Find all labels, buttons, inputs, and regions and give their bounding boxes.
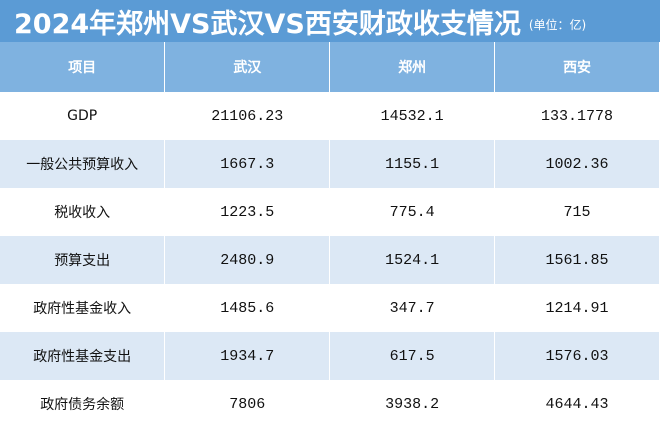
cell-value: 7806 bbox=[164, 380, 331, 428]
row-label: 税收收入 bbox=[0, 188, 166, 236]
title-bar: 2024年郑州VS武汉VS西安财政收支情况 (单位：亿) bbox=[0, 0, 660, 42]
cell-value: 3938.2 bbox=[329, 380, 496, 428]
cell-value: 1667.3 bbox=[164, 140, 331, 188]
table-row: 税收收入 1223.5 775.4 715 bbox=[0, 188, 660, 236]
column-header: 西安 bbox=[494, 42, 660, 92]
row-label: 政府性基金收入 bbox=[0, 284, 166, 332]
cell-value: 1576.03 bbox=[494, 332, 660, 380]
cell-value: 1155.1 bbox=[329, 140, 496, 188]
cell-value: 347.7 bbox=[329, 284, 496, 332]
title: 2024年郑州VS武汉VS西安财政收支情况 bbox=[14, 8, 521, 40]
cell-value: 1485.6 bbox=[164, 284, 331, 332]
cell-value: 14532.1 bbox=[329, 92, 496, 140]
table-body: GDP 21106.23 14532.1 133.1778 一般公共预算收入 1667.3… bbox=[0, 92, 660, 428]
cell-value: 21106.23 bbox=[164, 92, 331, 140]
cell-value: 1223.5 bbox=[164, 188, 331, 236]
cell-value: 1561.85 bbox=[494, 236, 660, 284]
cell-value: 2480.9 bbox=[164, 236, 331, 284]
table-row: 一般公共预算收入 1667.3 1155.1 1002.36 bbox=[0, 140, 660, 188]
table-row: GDP 21106.23 14532.1 133.1778 bbox=[0, 92, 660, 140]
cell-value: 617.5 bbox=[329, 332, 496, 380]
table-row: 预算支出 2480.9 1524.1 1561.85 bbox=[0, 236, 660, 284]
cell-value: 1934.7 bbox=[164, 332, 331, 380]
cell-value: 1524.1 bbox=[329, 236, 496, 284]
column-header: 项目 bbox=[0, 42, 166, 92]
row-label: 政府性基金支出 bbox=[0, 332, 166, 380]
cell-value: 4644.43 bbox=[494, 380, 660, 428]
cell-value: 775.4 bbox=[329, 188, 496, 236]
table-row: 政府性基金支出 1934.7 617.5 1576.03 bbox=[0, 332, 660, 380]
table-row: 政府债务余额 7806 3938.2 4644.43 bbox=[0, 380, 660, 428]
cell-value: 133.1778 bbox=[494, 92, 660, 140]
data-table: 项目 武汉 郑州 西安 GDP 21106.23 14532.1 133.1778 一般公共预… bbox=[0, 42, 660, 428]
unit: (单位：亿) bbox=[528, 17, 587, 32]
column-header: 武汉 bbox=[164, 42, 331, 92]
table-row: 政府性基金收入 1485.6 347.7 1214.91 bbox=[0, 284, 660, 332]
column-header: 郑州 bbox=[329, 42, 496, 92]
row-label: 一般公共预算收入 bbox=[0, 140, 166, 188]
row-label: 政府债务余额 bbox=[0, 380, 166, 428]
header-row: 项目 武汉 郑州 西安 bbox=[0, 42, 660, 92]
cell-value: 1214.91 bbox=[494, 284, 660, 332]
cell-value: 1002.36 bbox=[494, 140, 660, 188]
row-label: 预算支出 bbox=[0, 236, 166, 284]
row-label: GDP bbox=[0, 92, 166, 140]
cell-value: 715 bbox=[494, 188, 660, 236]
